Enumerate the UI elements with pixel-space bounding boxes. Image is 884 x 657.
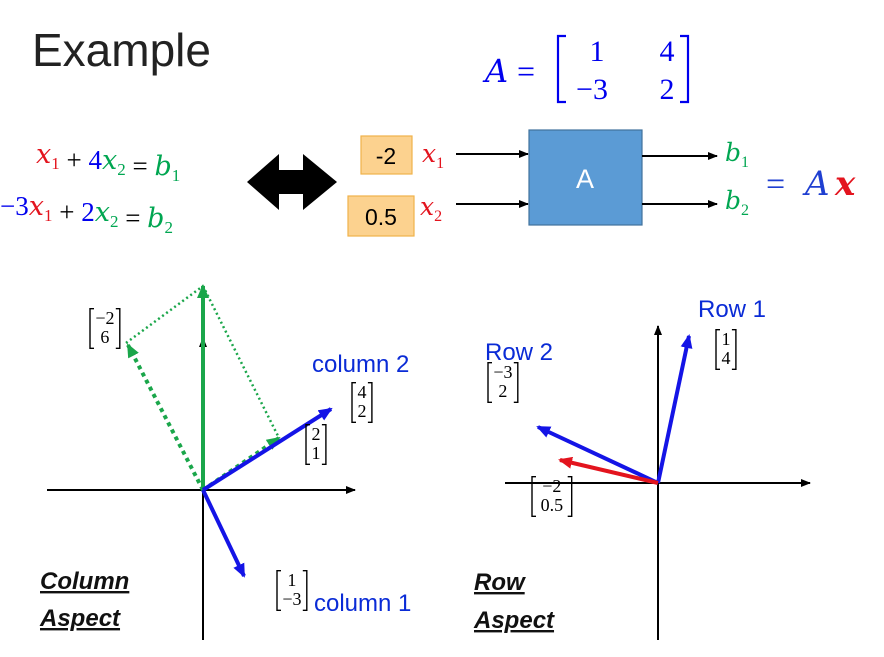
vector-bracket (302, 570, 308, 611)
vector-bracket (567, 476, 573, 517)
equation-term: = (118, 203, 147, 233)
matrix-definition: A = 1 4 −3 2 (482, 34, 690, 106)
vector-bracket (351, 382, 356, 423)
equation-subscript: 2 (110, 212, 119, 231)
matrix-equals: = (517, 53, 535, 89)
result-equals: = (766, 166, 785, 203)
result-matrix: A (802, 164, 830, 204)
vector-entry: 2 (311, 424, 320, 444)
scaled-column-1-arrow (126, 343, 205, 491)
equation-subscript: 1 (44, 206, 53, 225)
equation-term: 2 (81, 197, 95, 227)
equation-term: b (154, 151, 171, 182)
vector-label: 1−3 (276, 570, 308, 611)
column-1-label: column 1 (314, 590, 411, 617)
matrix-entry: 2 (660, 73, 675, 106)
vector-entry: 6 (100, 327, 109, 347)
vector-entry: 2 (498, 381, 507, 401)
equation-term: + (60, 145, 89, 175)
vector-bracket (715, 329, 720, 370)
result-vector: x (834, 164, 856, 204)
equation-term: 4 (88, 145, 102, 175)
row-2-arrow (536, 425, 659, 485)
row-1-label: Row 1 (698, 296, 766, 323)
vector-bracket (276, 570, 281, 611)
vector-label: 21 (305, 424, 327, 465)
double-headed-arrow-icon (247, 154, 337, 210)
vector-label: −26 (89, 308, 121, 349)
column-2-label: column 2 (312, 351, 409, 378)
equation-term: −3 (0, 191, 29, 221)
vector-bracket (89, 308, 94, 349)
equation-subscript: 1 (51, 154, 60, 173)
page-title: Example (32, 24, 211, 76)
matrix-name: A (482, 52, 508, 90)
vector-bracket (367, 382, 373, 423)
equation-subscript: 2 (164, 218, 173, 237)
equation-term: x (36, 139, 51, 170)
equation-term: b (147, 203, 164, 234)
equation-term: = (126, 151, 155, 181)
column-aspect-plot: −26 42 21 1−3 column 2 column 1 Column A… (39, 284, 411, 640)
matrix-right-bracket (680, 34, 690, 104)
equation-term: x (102, 145, 117, 176)
vector-entry: 2 (357, 401, 366, 421)
row-2-label: Row 2 (485, 339, 553, 366)
vector-entry: −3 (282, 589, 301, 609)
equation-term: x (95, 197, 110, 228)
row-aspect-plot: 14 −32 −20.5 Row 1 Row 2 Row Aspect (473, 296, 811, 640)
coefficient-value-2: 0.5 (365, 204, 397, 230)
column-2-arrow (201, 407, 333, 492)
matrix-left-bracket (556, 34, 566, 104)
row-aspect-caption: Aspect (473, 607, 555, 634)
vector-entry: 4 (357, 382, 366, 402)
vector-entry: −3 (493, 362, 512, 382)
vector-bracket (487, 362, 492, 403)
equation-1: x1 + 4x2 = b1 (36, 139, 180, 185)
vector-entry: 4 (721, 348, 730, 368)
equation-subscript: 1 (172, 166, 181, 185)
matrix-entry: 1 (590, 35, 605, 68)
vector-entry: 0.5 (541, 495, 564, 515)
column-parallelogram-side (125, 284, 204, 345)
vector-entry: −2 (95, 308, 114, 328)
equation-term: + (52, 197, 81, 227)
equation-2: −3x1 + 2x2 = b2 (0, 191, 173, 237)
vector-bracket (305, 424, 310, 465)
input-variable-2: x2 (420, 192, 442, 225)
vector-entry: 1 (287, 570, 296, 590)
input-variable-1: x1 (422, 139, 444, 172)
coefficient-box-2 (347, 195, 415, 237)
coefficient-box-1 (360, 135, 413, 175)
column-aspect-caption: Column (40, 568, 129, 595)
equation-subscript: 2 (117, 160, 126, 179)
row-1-arrow (656, 334, 693, 484)
equation-term: x (29, 191, 44, 222)
vector-label: −20.5 (531, 476, 573, 517)
matrix-entry: −3 (576, 73, 608, 106)
matrix-entry: 4 (660, 35, 675, 68)
column-1-arrow (201, 489, 246, 578)
vector-bracket (513, 362, 519, 403)
input-vector-arrow (558, 456, 659, 485)
output-variable-1: b1 (725, 138, 749, 171)
column-parallelogram-side (201, 285, 281, 439)
vector-bracket (115, 308, 121, 349)
vector-entry: 1 (311, 443, 320, 463)
transform-box (528, 129, 643, 226)
vector-label: 14 (715, 329, 737, 370)
vector-bracket (731, 329, 737, 370)
row-aspect-caption: Row (474, 569, 526, 596)
coefficient-value-1: -2 (376, 143, 396, 169)
vector-entry: 1 (721, 329, 730, 349)
output-variable-2: b2 (725, 186, 749, 219)
vector-label: −32 (487, 362, 519, 403)
vector-bracket (531, 476, 536, 517)
vector-label: 42 (351, 382, 373, 423)
transform-box-label: A (576, 164, 594, 194)
vector-entry: −2 (542, 476, 561, 496)
column-aspect-caption: Aspect (39, 605, 121, 632)
vector-bracket (321, 424, 327, 465)
